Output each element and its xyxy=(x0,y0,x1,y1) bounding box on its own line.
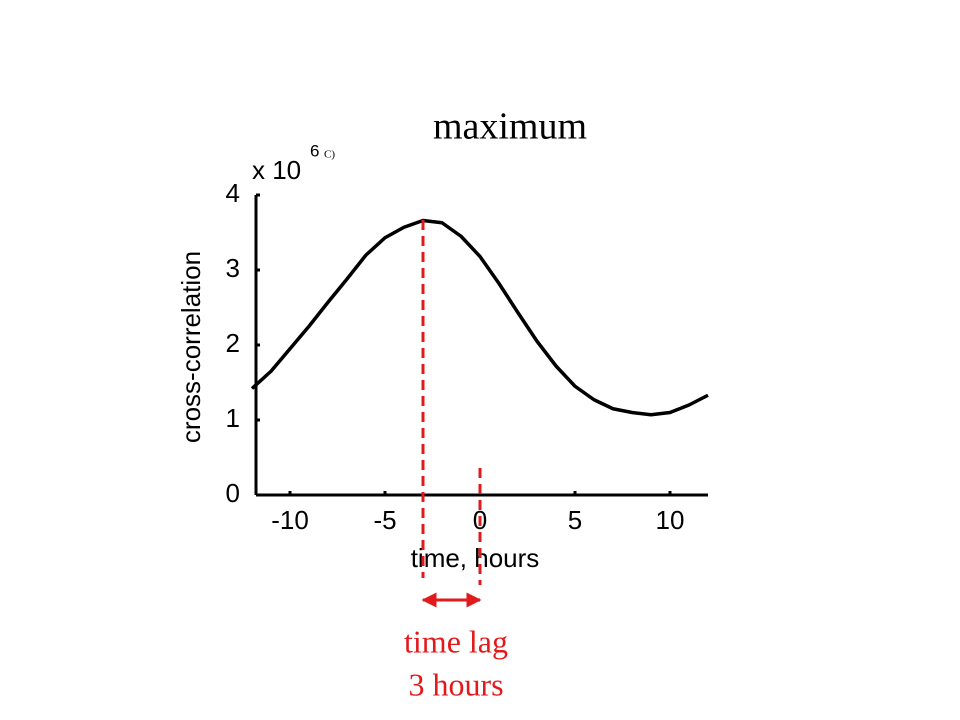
annotation-text: time lag xyxy=(404,623,508,659)
x-tick-label: 5 xyxy=(568,505,582,535)
chart-title: maximum xyxy=(433,106,587,148)
x-tick-label: -5 xyxy=(373,505,396,535)
multiplier-exponent: 6 xyxy=(310,141,319,160)
y-tick-label: 3 xyxy=(226,253,240,283)
annotation-text: 3 hours xyxy=(408,666,503,702)
x-tick-label: 10 xyxy=(656,505,685,535)
x-axis-label: time, hours xyxy=(411,543,540,573)
x-tick-label: -10 xyxy=(271,505,309,535)
y-tick-label: 1 xyxy=(226,403,240,433)
y-axis-label: cross-correlation xyxy=(176,251,206,443)
y-tick-label: 4 xyxy=(226,178,240,208)
panel-label: C) xyxy=(324,149,335,161)
line-series xyxy=(250,218,709,417)
y-tick-label: 0 xyxy=(226,478,240,508)
multiplier: x 10 xyxy=(252,155,301,185)
y-tick-label: 2 xyxy=(226,328,240,358)
